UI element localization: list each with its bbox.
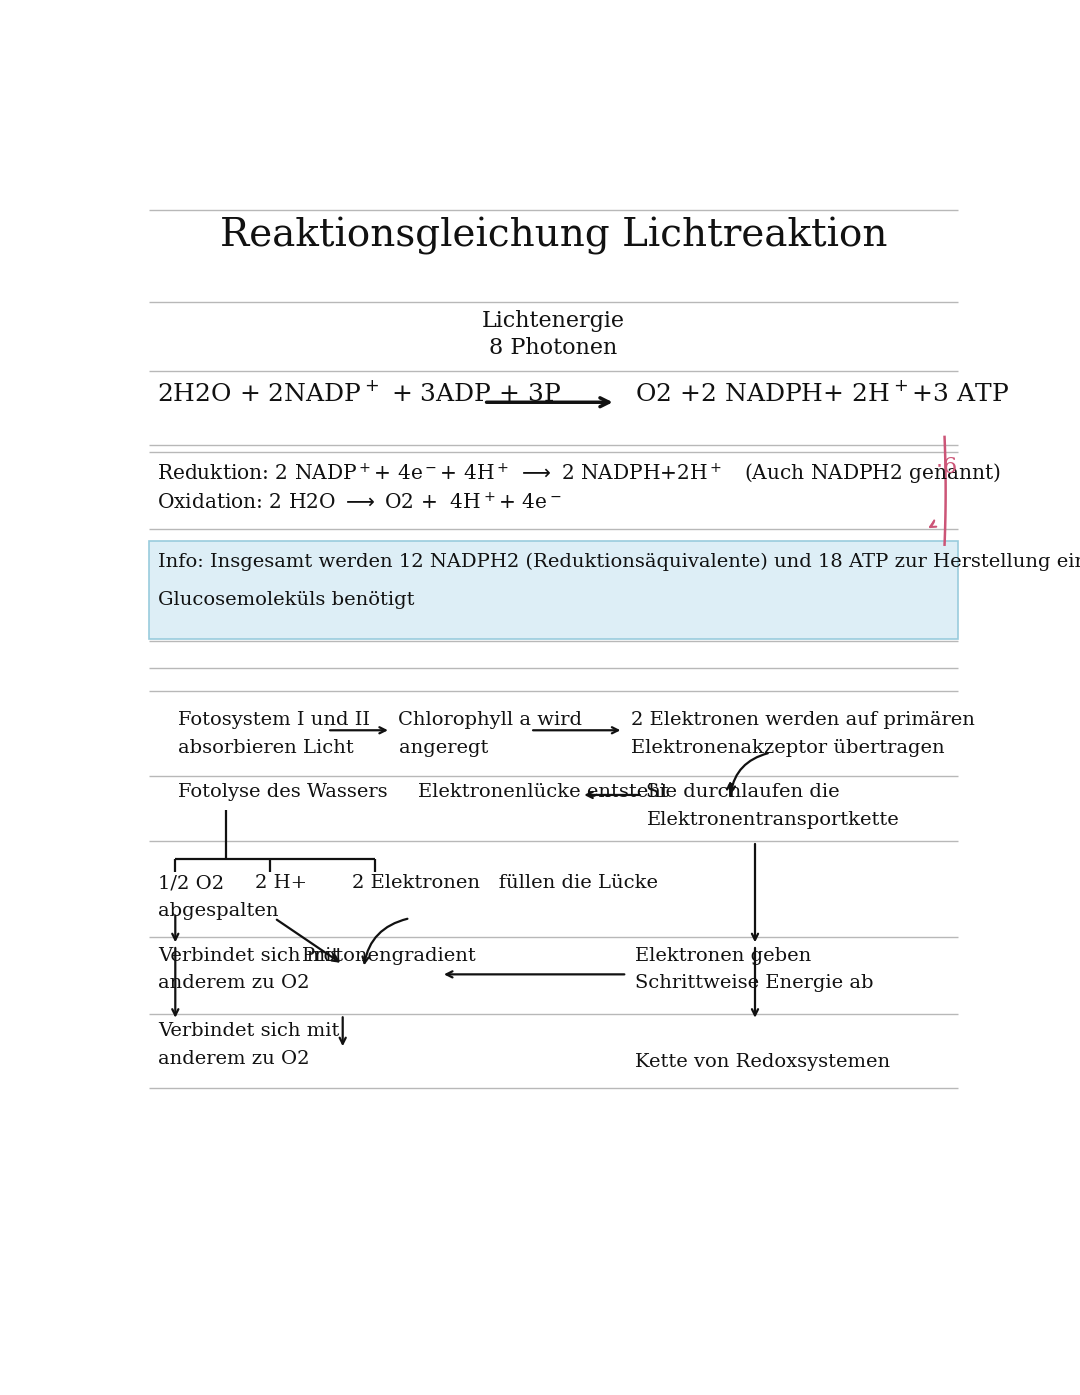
Text: Oxidation: 2 H2O $\longrightarrow$ O2 +  4H$^+$+ 4e$^-$: Oxidation: 2 H2O $\longrightarrow$ O2 + … [157,492,562,513]
Text: Protonengradient: Protonengradient [301,947,476,964]
Text: abgespalten: abgespalten [159,903,279,919]
Text: Verbindet sich mit: Verbindet sich mit [159,947,339,964]
Text: Kette von Redoxsystemen: Kette von Redoxsystemen [635,1053,890,1071]
Text: Fotosystem I und II: Fotosystem I und II [177,711,369,730]
FancyBboxPatch shape [149,541,958,639]
Text: 1/2 O2: 1/2 O2 [159,875,225,893]
Text: $\cdot$6: $\cdot$6 [935,456,957,478]
Text: anderem zu O2: anderem zu O2 [159,1050,310,1067]
Text: Lichtenergie: Lichtenergie [482,310,625,332]
Text: anderem zu O2: anderem zu O2 [159,974,310,992]
Text: 2H2O + 2NADP$^+$ + 3ADP + 3P: 2H2O + 2NADP$^+$ + 3ADP + 3P [157,381,562,406]
Text: Elektronenakzeptor übertragen: Elektronenakzeptor übertragen [631,739,945,756]
Text: 2 H+: 2 H+ [255,875,307,893]
Text: Elektronenlücke entsteht: Elektronenlücke entsteht [418,784,669,801]
Text: Reduktion: 2 NADP$^+$+ 4e$^-$+ 4H$^+$ $\longrightarrow$ 2 NADPH+2H$^+$   (Auch N: Reduktion: 2 NADP$^+$+ 4e$^-$+ 4H$^+$ $\… [157,462,1000,487]
Text: Verbindet sich mit: Verbindet sich mit [159,1023,339,1041]
Text: Chlorophyll a wird: Chlorophyll a wird [399,711,582,730]
Text: 2 Elektronen   füllen die Lücke: 2 Elektronen füllen die Lücke [352,875,658,893]
Text: 2 Elektronen werden auf primären: 2 Elektronen werden auf primären [631,711,975,730]
Text: O2 +2 NADPH+ 2H$^+$+3 ATP: O2 +2 NADPH+ 2H$^+$+3 ATP [635,381,1009,406]
Text: Schrittweise Energie ab: Schrittweise Energie ab [635,974,874,992]
Text: Elektronentransportkette: Elektronentransportkette [647,810,900,829]
Text: angeregt: angeregt [399,739,488,756]
Text: Info: Insgesamt werden 12 NADPH2 (Reduktionsäquivalente) und 18 ATP zur Herstell: Info: Insgesamt werden 12 NADPH2 (Redukt… [159,552,1080,571]
Text: Sie durchlaufen die: Sie durchlaufen die [647,784,840,801]
Text: Reaktionsgleichung Lichtreaktion: Reaktionsgleichung Lichtreaktion [219,218,888,255]
Text: Fotolyse des Wassers: Fotolyse des Wassers [177,784,388,801]
Text: 8 Photonen: 8 Photonen [489,336,618,359]
Text: Elektronen geben: Elektronen geben [635,947,811,964]
Text: Glucosemoleküls benötigt: Glucosemoleküls benötigt [159,591,415,608]
Text: absorbieren Licht: absorbieren Licht [177,739,353,756]
